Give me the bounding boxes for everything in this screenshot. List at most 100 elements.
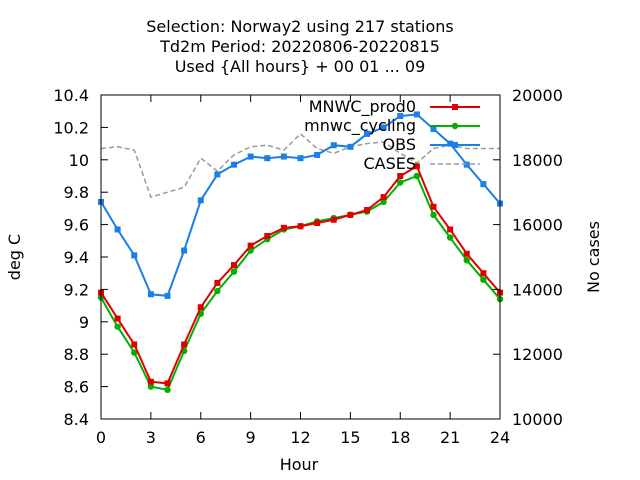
point-OBS-3 [147,291,154,298]
y-tick-label-1: 8.6 [64,378,89,397]
series-line-MNWC_prod0 [100,164,501,385]
series-line-CASES [100,132,500,199]
point-MNWC_prod0-3 [147,378,154,385]
point-MNWC_prod0-1 [114,315,121,322]
y-axis-label: deg C [5,234,24,280]
y-tick-label-4: 9.2 [64,280,89,299]
point-OBS-8 [231,161,237,168]
x-tick-label-8: 24 [490,428,510,447]
point-MNWC_prod0-15 [347,211,354,218]
series-CASES [100,132,500,199]
y-tick-label-0: 8.4 [64,410,89,429]
point-OBS-20 [430,126,437,133]
point-OBS-10 [264,155,271,162]
point-MNWC_prod0-8 [231,262,237,269]
x-tick-label-4: 12 [290,428,310,447]
point-MNWC_prod0-17 [380,194,387,201]
point-mnwc_cycling-21 [446,234,454,241]
y2-tick-label-5: 20000 [512,86,563,105]
point-mnwc_cycling-2 [131,349,138,356]
legend-label-MNWC_prod0: MNWC_prod0 [309,97,416,117]
title-line-2: Td2m Period: 20220806-20220815 [159,37,440,56]
series-line-OBS [100,113,501,297]
point-mnwc_cycling-7 [214,287,221,295]
point-OBS-17 [380,124,387,131]
plot-frame [100,94,501,420]
point-MNWC_prod0-5 [181,341,188,348]
legend-marker-OBS [452,142,458,148]
point-mnwc_cycling-22 [463,257,470,264]
point-MNWC_prod0-19 [413,163,420,170]
ticks-layer: 8.48.68.899.29.49.69.81010.210.410000120… [53,86,563,447]
y2-axis-label: No cases [584,221,603,293]
point-MNWC_prod0-4 [164,380,171,387]
point-OBS-11 [280,153,287,160]
chart-title: Selection: Norway2 using 217 stations Td… [146,17,454,76]
point-OBS-9 [247,153,254,160]
point-mnwc_cycling-19 [413,172,421,180]
title-line-3: Used {All hours} + 00 01 ... 09 [175,57,426,76]
y-tick-label-10: 10.4 [53,86,89,105]
legend-label-CASES: CASES [363,154,416,173]
series-MNWC_prod0 [98,163,503,387]
point-mnwc_cycling-23 [480,276,487,283]
y2-tick-label-3: 16000 [512,216,563,235]
series-layer [97,111,504,394]
point-mnwc_cycling-20 [430,211,437,219]
point-OBS-2 [131,252,138,259]
x-tick-label-1: 3 [146,428,156,447]
legend-marker-mnwc_cycling [451,122,459,130]
x-tick-label-6: 18 [390,428,410,447]
point-OBS-16 [364,130,370,137]
x-tick-label-7: 21 [440,428,460,447]
point-OBS-18 [397,113,404,120]
point-mnwc_cycling-18 [397,179,404,186]
point-MNWC_prod0-18 [397,173,404,179]
point-OBS-19 [413,111,420,118]
x-axis-label: Hour [280,455,319,474]
y-tick-label-8: 10 [69,151,89,170]
point-mnwc_cycling-1 [114,323,121,330]
point-MNWC_prod0-13 [314,219,321,226]
y-tick-label-9: 10.2 [53,118,89,137]
point-OBS-4 [164,292,171,299]
point-mnwc_cycling-3 [147,383,155,390]
point-mnwc_cycling-17 [380,198,387,206]
point-OBS-23 [480,181,487,188]
title-line-1: Selection: Norway2 using 217 stations [146,17,454,36]
legend-label-OBS: OBS [383,135,416,154]
series-OBS [98,111,503,299]
point-OBS-5 [181,247,188,254]
point-OBS-21 [447,140,454,147]
y2-tick-label-1: 12000 [512,345,563,364]
y-tick-label-3: 9 [79,313,89,332]
point-MNWC_prod0-10 [264,232,271,239]
series-line-mnwc_cycling [100,174,501,391]
y-tick-label-6: 9.6 [64,216,89,235]
legend-marker-MNWC_prod0 [452,104,458,110]
x-tick-label-3: 9 [246,428,256,447]
x-tick-label-2: 6 [196,428,206,447]
point-MNWC_prod0-2 [131,341,138,348]
point-MNWC_prod0-22 [463,250,470,257]
x-tick-label-5: 15 [340,428,360,447]
point-OBS-14 [330,142,337,149]
y-tick-label-2: 8.8 [64,345,89,364]
point-mnwc_cycling-4 [164,386,171,394]
point-MNWC_prod0-21 [447,226,454,233]
point-MNWC_prod0-20 [430,203,437,210]
point-MNWC_prod0-14 [330,216,337,223]
x-tick-label-0: 0 [96,428,106,447]
point-OBS-12 [297,155,304,162]
legend-label-mnwc_cycling: mnwc_cycling [304,116,416,136]
series-mnwc_cycling [97,172,504,394]
y-tick-label-5: 9.4 [64,248,89,267]
point-MNWC_prod0-9 [247,242,254,249]
point-OBS-15 [347,143,354,150]
point-MNWC_prod0-23 [480,270,487,277]
point-MNWC_prod0-16 [364,207,370,214]
y2-tick-label-2: 14000 [512,280,563,299]
point-MNWC_prod0-12 [297,223,304,230]
